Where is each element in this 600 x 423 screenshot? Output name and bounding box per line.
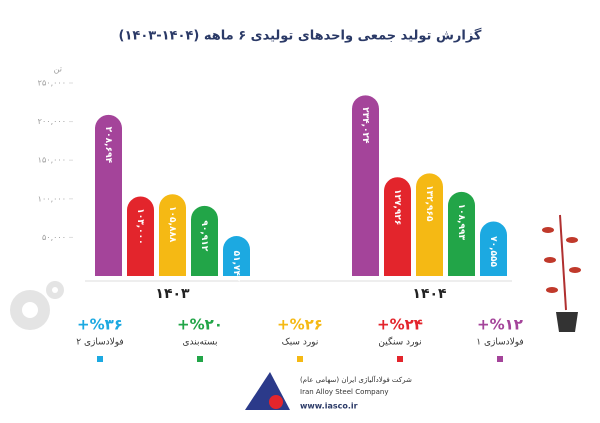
change-label: +%۲۶ — [277, 316, 323, 334]
value-label: ۷۰,۵۵۵ — [488, 236, 498, 267]
y-axis-label: تن — [54, 65, 62, 74]
bar — [384, 177, 411, 276]
bar — [95, 114, 122, 276]
legend-swatch — [197, 356, 203, 362]
bar — [416, 173, 443, 276]
change-label: +%۳۶ — [77, 316, 123, 334]
value-label: ۵۱,۷۴۷ — [231, 251, 241, 282]
value-label: ۹۰,۹۱۲ — [199, 220, 209, 251]
value-label: ۱۲۷,۹۲۶ — [392, 189, 402, 225]
legend-swatch — [497, 356, 503, 362]
change-label: +%۱۲ — [477, 316, 523, 334]
bar — [352, 95, 379, 277]
y-tick-label: ۲۰۰,۰۰۰ — [38, 117, 66, 126]
legend-swatch — [297, 356, 303, 362]
bar — [448, 191, 475, 276]
bar — [159, 194, 186, 276]
legend-label: فولادسازی ۱ — [476, 338, 523, 348]
change-label: +%۲۰ — [177, 316, 223, 334]
company-name: شرکت فولادآلیاژی ایران (سهامی عام) — [300, 375, 412, 384]
y-tick-label: ۱۵۰,۰۰۰ — [38, 156, 66, 165]
legend-label: نورد سنگین — [378, 336, 421, 348]
x-tick-label: ۱۴۰۳ — [155, 286, 190, 302]
y-tick-label: ۱۰۰,۰۰۰ — [38, 194, 66, 203]
bar — [223, 236, 250, 276]
website: www.iasco.ir — [300, 402, 358, 411]
gear-decoration — [10, 281, 64, 330]
value-label: ۱۳۲,۹۶۵ — [424, 185, 434, 222]
value-label: ۱۰۸,۹۹۳ — [456, 204, 466, 241]
chart-title: گزارش تولید جمعی واحدهای تولیدی ۶ ماهه (… — [119, 28, 482, 44]
bar — [127, 196, 154, 276]
plant-decoration — [542, 214, 581, 332]
legend-label: نورد سبک — [282, 338, 319, 348]
legend-label: فولادسازی ۲ — [76, 338, 123, 348]
y-tick-label: ۲۵۰,۰۰۰ — [38, 79, 66, 88]
value-label: ۲۳۴,۰۲۴ — [360, 107, 370, 144]
legend-swatch — [397, 356, 403, 362]
change-label: +%۲۴ — [377, 316, 423, 334]
x-tick-label: ۱۴۰۴ — [412, 286, 447, 302]
legend-swatch — [97, 356, 103, 362]
y-tick-label: ۵۰,۰۰۰ — [42, 233, 66, 242]
value-label: ۲۰۸,۶۹۴ — [103, 127, 113, 164]
value-label: ۱۰۵,۸۸۸ — [167, 206, 177, 243]
company-name-en: Iran Alloy Steel Company — [300, 388, 389, 396]
legend-label: بسته‌بندی — [182, 338, 217, 348]
bar — [480, 221, 507, 276]
value-label: ۱۰۳,۰۰۰ — [135, 208, 145, 244]
bar — [191, 205, 218, 276]
logo — [245, 372, 290, 410]
